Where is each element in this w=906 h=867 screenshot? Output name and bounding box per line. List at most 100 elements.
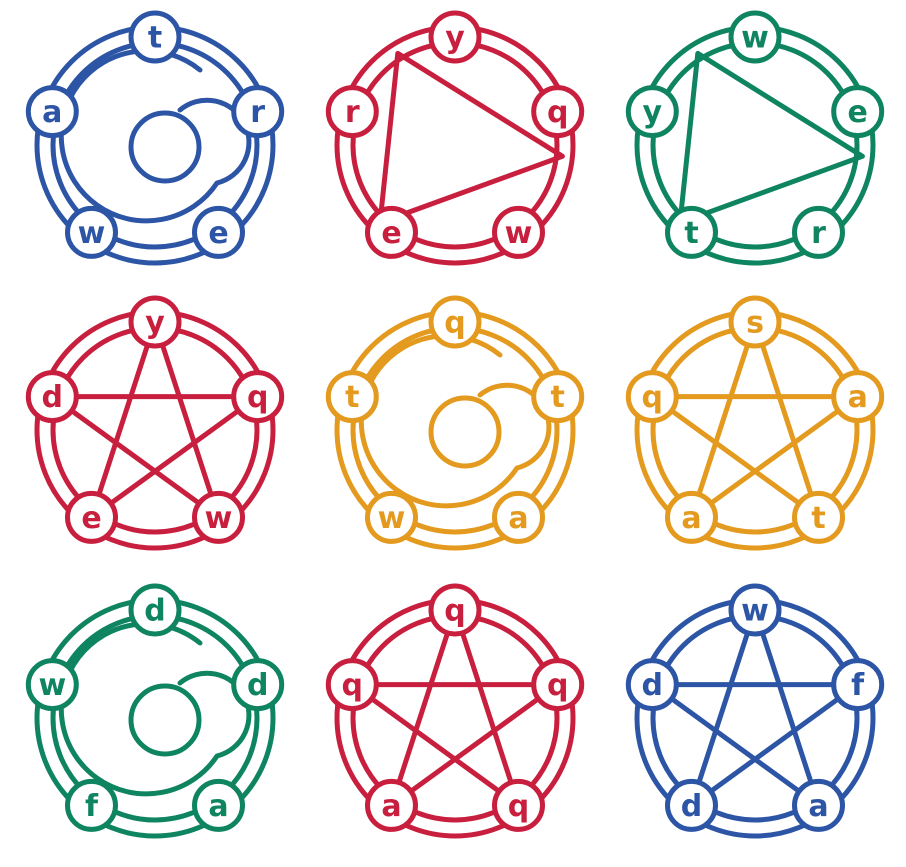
letter-node-circle [428,295,482,349]
letter-node[interactable]: e [192,205,245,259]
letter-node-circle [831,370,885,424]
letter-node[interactable]: r [325,85,379,139]
letter-node-label: w [378,501,406,536]
letter-node[interactable]: f [831,658,885,712]
letter-node[interactable]: t [325,370,379,424]
pentagram-figure [349,607,561,808]
letter-node-label: r [250,95,265,130]
letter-node[interactable]: a [192,778,245,832]
letter-node-circle [625,85,679,139]
letter-node-label: w [741,21,769,56]
letter-node[interactable]: a [665,490,718,544]
letter-node-label: r [811,216,826,251]
spiral-core [128,683,202,757]
letter-node-circle [192,490,245,544]
letter-node[interactable]: w [492,205,545,259]
letter-node[interactable]: q [531,85,585,139]
letter-node[interactable]: w [728,10,782,64]
letter-node-circle [531,370,585,424]
letter-node[interactable]: q [428,295,482,349]
letter-node[interactable]: t [531,370,585,424]
letter-node[interactable]: e [65,490,118,544]
letter-node[interactable]: t [665,205,718,259]
letter-node-label: t [811,501,825,536]
letter-node[interactable]: d [231,658,285,712]
spiral-core [428,395,502,469]
letter-node-label: d [642,668,663,703]
letter-node[interactable]: r [231,85,285,139]
rune-puzzle: q q q a q [325,583,585,839]
letter-node[interactable]: y [625,85,679,139]
letter-node[interactable]: t [128,10,182,64]
letter-node-circle [128,583,182,637]
letter-node-label: a [681,501,701,536]
letter-node-label: e [848,95,868,130]
letter-node[interactable]: w [365,490,418,544]
letter-node-circle [428,583,482,637]
letter-node-label: t [551,380,565,415]
rune-puzzle: w e r t y [625,10,885,266]
letter-node-label: t [345,380,359,415]
letter-node-label: t [148,21,162,56]
letter-node[interactable]: d [665,778,718,832]
letter-node[interactable]: q [231,370,285,424]
letter-node[interactable]: w [192,490,245,544]
letter-node[interactable]: q [325,658,379,712]
letter-node[interactable]: y [128,295,182,349]
letter-node[interactable]: e [365,205,418,259]
letter-node-circle [231,658,285,712]
triangle-figure [377,50,565,226]
letter-node[interactable]: d [625,658,679,712]
letter-node-circle [665,205,718,259]
letter-node[interactable]: d [25,370,79,424]
letter-node-label: e [381,216,401,251]
letter-node[interactable]: d [128,583,182,637]
letter-node-circle [531,658,585,712]
rune-puzzle: y q w e r [325,10,585,266]
letter-node-label: q [444,306,465,341]
letter-node[interactable]: e [831,85,885,139]
letter-node-label: y [643,95,663,130]
letter-node[interactable]: y [428,10,482,64]
letter-node[interactable]: a [792,778,845,832]
letter-node-label: a [808,789,828,824]
letter-node[interactable]: q [428,583,482,637]
letter-node-circle [665,490,718,544]
letter-node[interactable]: a [365,778,418,832]
letter-node[interactable]: f [65,778,118,832]
letter-node-circle [428,10,482,64]
letter-node-circle [231,370,285,424]
letter-node-label: q [444,594,465,629]
letter-node[interactable]: t [792,490,845,544]
letter-node[interactable]: r [792,205,845,259]
letter-node-label: d [681,789,702,824]
letter-node-circle [128,10,182,64]
letter-node[interactable]: w [65,205,118,259]
letter-node[interactable]: w [25,658,79,712]
letter-node[interactable]: a [25,85,79,139]
letter-node-label: w [505,216,533,251]
triangle-figure [677,50,865,226]
rune-puzzle: t r e w a [25,10,285,266]
letter-node[interactable]: a [492,490,545,544]
letter-node-label: a [208,789,228,824]
spiral-figure [58,621,252,797]
letter-node[interactable]: w [728,583,782,637]
letter-node[interactable]: q [531,658,585,712]
spiral-figure [58,48,252,224]
letter-node-circle [792,490,845,544]
letter-node-label: s [746,306,764,341]
letter-node-label: a [508,501,528,536]
letter-node[interactable]: q [492,778,545,832]
letter-node[interactable]: s [728,295,782,349]
letter-node-label: w [78,216,106,251]
letter-node-circle [831,658,885,712]
letter-node[interactable]: q [625,370,679,424]
letter-node-circle [625,370,679,424]
letter-node-label: d [144,594,165,629]
letter-node[interactable]: a [831,370,885,424]
letter-node-circle [192,205,245,259]
letter-node-label: f [85,789,99,824]
pentagram-figure [49,319,261,520]
